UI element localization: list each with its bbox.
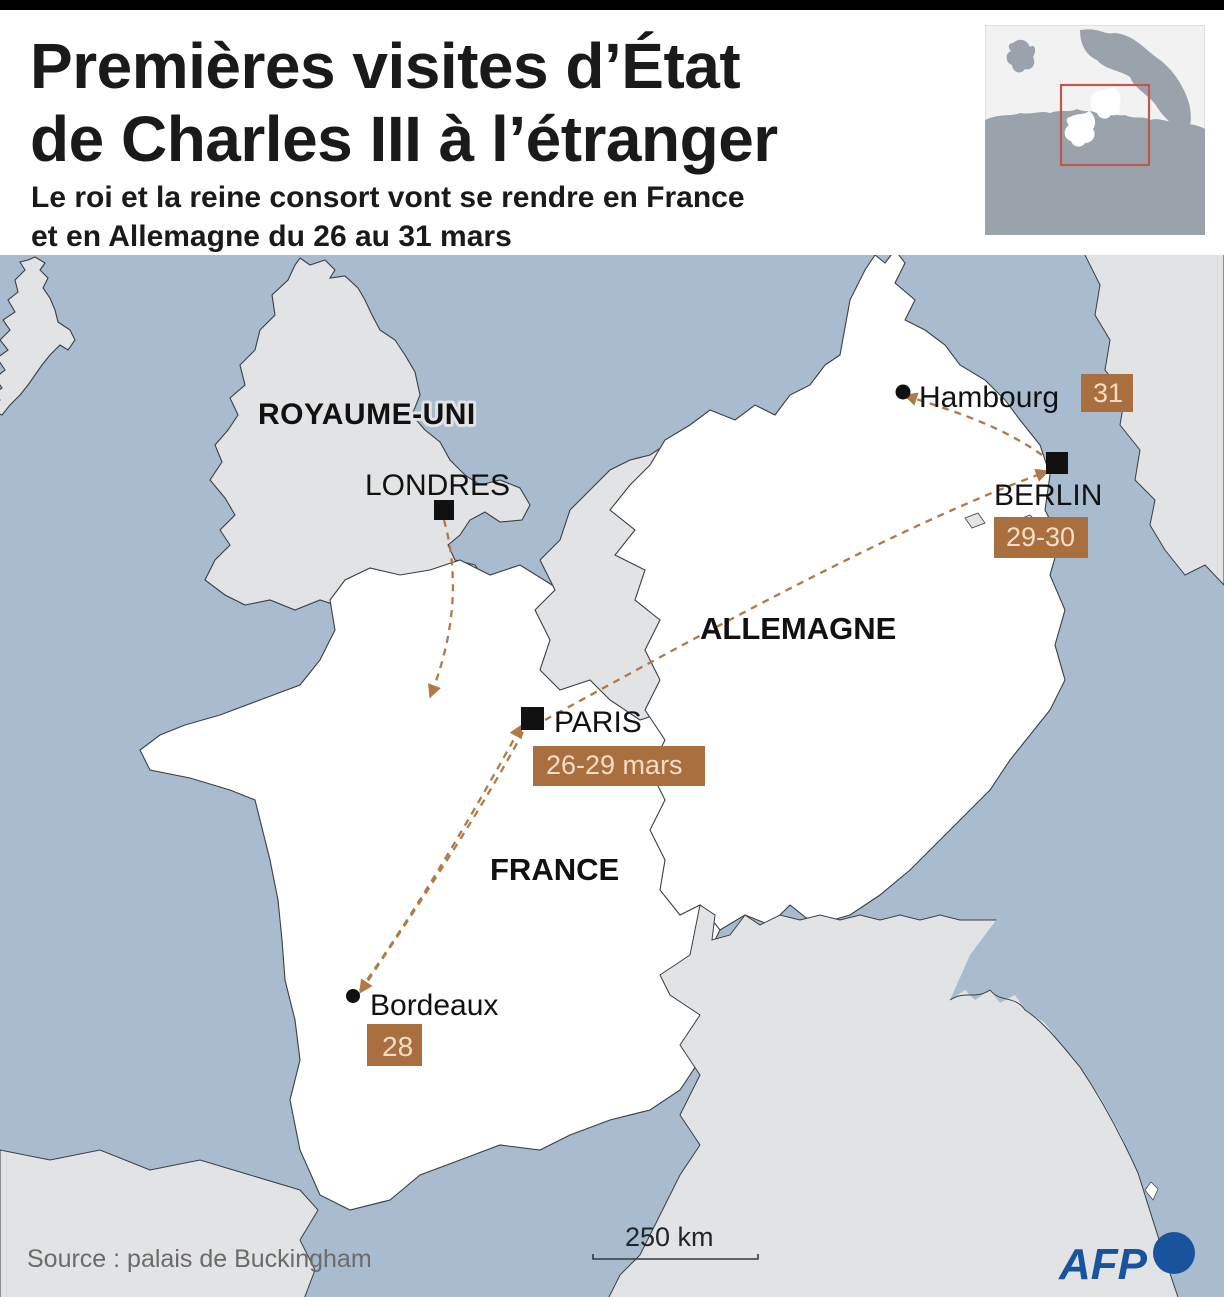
svg-text:28: 28 <box>382 1031 413 1062</box>
svg-text:ALLEMAGNE: ALLEMAGNE <box>700 611 896 646</box>
svg-text:250 km: 250 km <box>625 1222 714 1252</box>
svg-text:Hambourg: Hambourg <box>919 381 1059 414</box>
svg-text:Source : palais de Buckingham: Source : palais de Buckingham <box>27 1245 372 1273</box>
svg-text:FRANCE: FRANCE <box>490 852 619 887</box>
svg-text:Bordeaux: Bordeaux <box>370 989 498 1022</box>
svg-text:26-29 mars: 26-29 mars <box>546 750 683 780</box>
svg-text:31: 31 <box>1093 378 1123 408</box>
svg-text:ROYAUME-UNI: ROYAUME-UNI <box>258 398 476 431</box>
svg-text:AFP: AFP <box>1058 1240 1148 1289</box>
svg-text:29-30: 29-30 <box>1006 522 1075 552</box>
svg-text:BERLIN: BERLIN <box>994 479 1102 512</box>
svg-text:PARIS: PARIS <box>554 706 642 739</box>
svg-text:LONDRES: LONDRES <box>365 469 510 502</box>
